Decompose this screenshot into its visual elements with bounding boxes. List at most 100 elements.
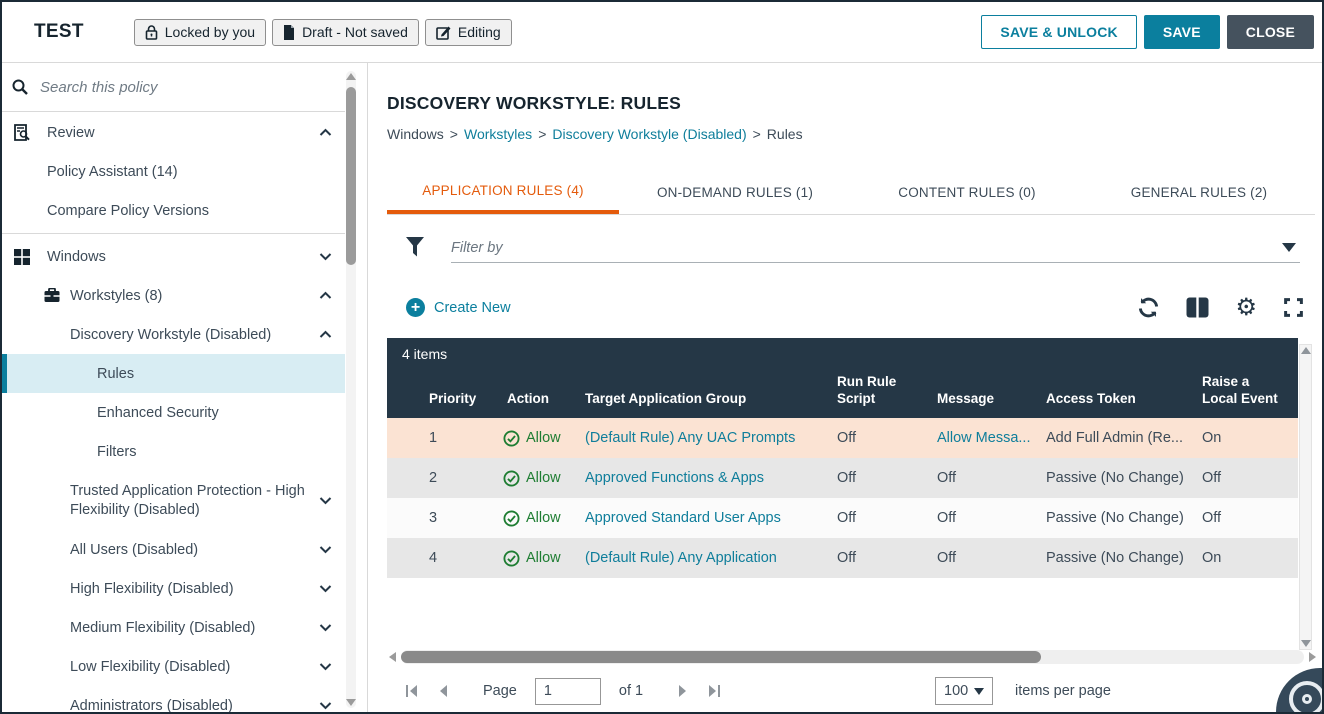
- close-button[interactable]: CLOSE: [1226, 15, 1314, 49]
- chevron-down-icon: [318, 249, 333, 264]
- page-number-input[interactable]: [534, 677, 601, 705]
- scroll-up-arrow-icon[interactable]: [1301, 347, 1311, 354]
- sidebar-item-label: Rules: [97, 365, 135, 382]
- scroll-up-arrow-icon[interactable]: [346, 73, 356, 80]
- table-row[interactable]: 3 Allow Approved Standard User Apps Off …: [387, 498, 1298, 538]
- breadcrumb-link-discovery-workstyle[interactable]: Discovery Workstyle (Disabled): [552, 126, 747, 142]
- column-header-action[interactable]: Action: [507, 391, 549, 406]
- scroll-left-arrow-icon[interactable]: [389, 652, 396, 662]
- column-header-raise-a-local-event[interactable]: Raise a Local Event: [1202, 374, 1278, 406]
- sidebar-scrollbar-track[interactable]: [346, 71, 356, 708]
- sidebar-item-workstyles[interactable]: Workstyles (8): [2, 276, 345, 315]
- next-page-icon[interactable]: [677, 684, 689, 698]
- save-unlock-button[interactable]: SAVE & UNLOCK: [981, 15, 1137, 49]
- message-cell: Off: [937, 470, 957, 486]
- sidebar-item-administrators[interactable]: Administrators (Disabled): [2, 686, 345, 712]
- tab-content-rules[interactable]: CONTENT RULES (0): [898, 184, 1036, 200]
- sidebar-item-label: High Flexibility (Disabled): [70, 580, 234, 597]
- last-page-icon[interactable]: [707, 684, 721, 698]
- breadcrumb-item: Rules: [766, 126, 803, 142]
- editing-badge-label: Editing: [457, 24, 501, 40]
- sidebar-item-rules[interactable]: Rules: [2, 354, 345, 393]
- column-header-message[interactable]: Message: [937, 391, 995, 406]
- briefcase-icon: [44, 288, 60, 303]
- draft-badge-label: Draft - Not saved: [302, 24, 408, 40]
- select-caret-icon: [974, 687, 984, 695]
- raise-local-event-cell: Off: [1202, 510, 1222, 526]
- tab-application-rules[interactable]: APPLICATION RULES (4): [387, 170, 619, 214]
- help-dot-icon: [1302, 694, 1312, 704]
- sidebar-scrollbar-thumb[interactable]: [346, 87, 356, 265]
- filter-row: [387, 233, 1318, 266]
- sidebar-item-all-users[interactable]: All Users (Disabled): [2, 530, 345, 569]
- previous-page-icon[interactable]: [437, 684, 449, 698]
- action-label: Allow: [526, 550, 561, 566]
- column-header-target-application-group[interactable]: Target Application Group: [585, 391, 747, 406]
- gear-icon[interactable]: ⚙: [1235, 293, 1257, 321]
- table-vertical-scrollbar[interactable]: [1299, 344, 1312, 650]
- top-bar-actions: SAVE & UNLOCK SAVE CLOSE: [981, 15, 1314, 49]
- target-application-group-link[interactable]: Approved Functions & Apps: [585, 470, 764, 486]
- sidebar-item-review[interactable]: Review: [2, 113, 345, 152]
- scroll-down-arrow-icon[interactable]: [1301, 640, 1311, 647]
- filter-input[interactable]: [451, 233, 1300, 263]
- column-header-access-token[interactable]: Access Token: [1046, 391, 1136, 406]
- draft-badge: Draft - Not saved: [272, 18, 419, 46]
- breadcrumb-item: Windows: [387, 126, 444, 142]
- save-button[interactable]: SAVE: [1143, 15, 1220, 49]
- sidebar-item-medium-flexibility[interactable]: Medium Flexibility (Disabled): [2, 608, 345, 647]
- first-page-icon[interactable]: [405, 684, 419, 698]
- create-new-button[interactable]: + Create New: [406, 298, 511, 317]
- access-token-cell: Add Full Admin (Re...: [1046, 430, 1183, 446]
- scroll-down-arrow-icon[interactable]: [346, 699, 356, 706]
- breadcrumb-link-workstyles[interactable]: Workstyles: [463, 126, 533, 142]
- items-count: 4 items: [402, 346, 448, 362]
- sidebar-item-trusted-application-protection[interactable]: Trusted Application Protection - High Fl…: [2, 471, 345, 530]
- sidebar-item-low-flexibility[interactable]: Low Flexibility (Disabled): [2, 647, 345, 686]
- sidebar-item-discovery-workstyle[interactable]: Discovery Workstyle (Disabled): [2, 315, 345, 354]
- pagination-bar: Page of 1 100 items per page: [387, 669, 1318, 712]
- table-row[interactable]: 4 Allow (Default Rule) Any Application O…: [387, 538, 1298, 578]
- priority-cell: 3: [429, 510, 438, 526]
- filter-dropdown-caret-icon[interactable]: [1282, 243, 1296, 252]
- allow-check-icon: [503, 509, 520, 527]
- message-link[interactable]: Allow Messa...: [937, 430, 1031, 446]
- sidebar-item-label: Windows: [47, 248, 106, 265]
- tab-general-rules[interactable]: GENERAL RULES (2): [1130, 184, 1268, 200]
- table-row[interactable]: 1 Allow (Default Rule) Any UAC Prompts O…: [387, 418, 1298, 458]
- columns-icon[interactable]: [1186, 297, 1209, 318]
- locked-badge-label: Locked by you: [164, 24, 256, 40]
- table-horizontal-scrollbar[interactable]: [387, 650, 1318, 664]
- search-input[interactable]: [40, 78, 345, 96]
- column-header-priority[interactable]: Priority: [429, 391, 477, 406]
- sidebar-item-filters[interactable]: Filters: [2, 432, 345, 471]
- horizontal-scrollbar-thumb[interactable]: [401, 651, 1041, 663]
- sidebar-item-compare-policy-versions[interactable]: Compare Policy Versions: [2, 191, 345, 230]
- items-per-page-select[interactable]: 100: [935, 677, 993, 705]
- target-application-group-link[interactable]: (Default Rule) Any Application: [585, 550, 777, 566]
- policy-name: TEST: [34, 21, 84, 42]
- sidebar-scrollbar[interactable]: [346, 71, 356, 708]
- editing-badge: Editing: [424, 18, 512, 46]
- sidebar-item-windows[interactable]: Windows: [2, 237, 345, 276]
- action-cell: Allow: [503, 549, 585, 567]
- sidebar-item-policy-assistant[interactable]: Policy Assistant (14): [2, 152, 345, 191]
- sidebar-item-label: Filters: [97, 443, 137, 460]
- action-cell: Allow: [503, 469, 585, 487]
- raise-local-event-cell: On: [1202, 430, 1222, 446]
- message-cell: Off: [937, 510, 957, 526]
- priority-cell: 2: [429, 470, 438, 486]
- tab-on-demand-rules[interactable]: ON-DEMAND RULES (1): [656, 184, 814, 200]
- sidebar-item-high-flexibility[interactable]: High Flexibility (Disabled): [2, 569, 345, 608]
- refresh-icon[interactable]: [1137, 296, 1160, 319]
- filter-funnel-icon: [406, 237, 424, 257]
- table-row[interactable]: 2 Allow Approved Functions & Apps Off Of…: [387, 458, 1298, 498]
- target-application-group-link[interactable]: (Default Rule) Any UAC Prompts: [585, 430, 796, 446]
- scroll-right-arrow-icon[interactable]: [1309, 652, 1316, 662]
- sidebar-item-enhanced-security[interactable]: Enhanced Security: [2, 393, 345, 432]
- column-header-run-rule-script[interactable]: Run Rule Script: [837, 374, 897, 406]
- rules-tabs: APPLICATION RULES (4) ON-DEMAND RULES (1…: [387, 170, 1315, 215]
- target-application-group-link[interactable]: Approved Standard User Apps: [585, 510, 781, 526]
- fullscreen-icon[interactable]: [1283, 297, 1304, 318]
